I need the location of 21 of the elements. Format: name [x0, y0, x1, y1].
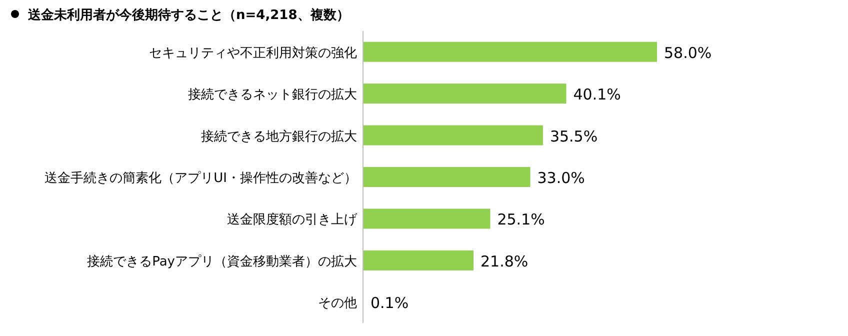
y-tick-label: 接続できる地方銀行の拡大 — [201, 128, 357, 144]
text: 送金未利用者が今後期待すること（n=4,218、複数） — [27, 7, 350, 23]
y-tick-label: その他 — [318, 296, 357, 312]
data-label: 40.1% — [573, 86, 621, 104]
y-tick-label: セキュリティや不正利用対策の強化 — [149, 44, 357, 61]
bar — [363, 42, 657, 62]
bar — [363, 167, 530, 187]
data-label: 35.5% — [550, 127, 598, 146]
data-label: 0.1% — [370, 294, 409, 312]
y-tick-label: 接続できるPayアプリ（資金移動業者）の拡大 — [87, 254, 357, 270]
y-tick-label: 送金限度額の引き上げ — [227, 212, 358, 228]
data-label: 58.0% — [664, 44, 712, 62]
data-label: 25.1% — [497, 210, 545, 229]
bar — [363, 208, 490, 229]
bar — [363, 125, 543, 146]
y-tick-label: 送金手続きの簡素化（アプリUI・操作性の改善など） — [44, 170, 357, 186]
bar — [363, 250, 474, 270]
y-tick-label: 接続できるネット銀行の拡大 — [188, 88, 357, 103]
data-label: 21.8% — [480, 252, 528, 270]
data-label: 33.0% — [537, 169, 585, 187]
bar — [363, 84, 566, 104]
